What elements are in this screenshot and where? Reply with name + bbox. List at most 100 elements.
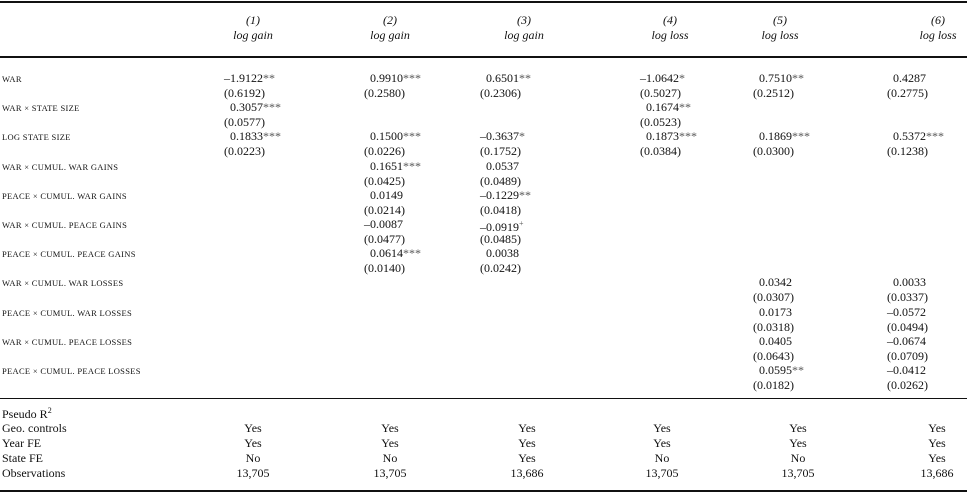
significance-stars: *** [263, 100, 281, 115]
header-rule [0, 56, 967, 58]
significance-stars: * [679, 71, 685, 85]
coefficient-value: –0.0412 [887, 363, 926, 377]
standard-error: (0.0384) [640, 144, 681, 159]
bottom-rule [0, 490, 967, 492]
significance-stars: *** [403, 71, 421, 85]
row-label: PEACE × CUMUL. PEACE GAINS [2, 249, 136, 260]
coefficient-value: 0.0614 [370, 246, 403, 261]
column-dep-var: log loss [761, 28, 799, 42]
coefficient: –0.0674 [887, 334, 926, 348]
coefficient-value: 0.5372 [893, 129, 926, 144]
stat-value: Yes [789, 421, 807, 435]
column-number: (3) [517, 13, 531, 27]
coefficient-value: –0.0919 [480, 220, 519, 234]
coefficient: 0.0595** [759, 363, 804, 377]
coefficient: 0.1651*** [370, 159, 421, 173]
coefficient-value: 0.6501 [486, 71, 519, 85]
coefficient-value: 0.1500 [370, 129, 403, 144]
coefficient: 0.0342 [759, 275, 792, 289]
coefficient-value: 0.1833 [230, 129, 263, 144]
coefficient: 0.0173 [759, 305, 792, 319]
top-rule [0, 1, 967, 3]
coefficient: –0.0572 [887, 305, 926, 319]
row-label: LOG STATE SIZE [2, 132, 71, 143]
coefficient-value: 0.1651 [370, 158, 403, 173]
standard-error: (0.2512) [753, 86, 794, 100]
coefficient-value: 0.4287 [893, 71, 926, 85]
stat-value: 13,705 [645, 466, 679, 480]
standard-error: (0.0477) [364, 232, 405, 246]
column-number: (5) [773, 13, 787, 27]
stat-value: Yes [653, 436, 671, 450]
coefficient: 0.4287 [893, 71, 926, 85]
column-number: (2) [383, 13, 397, 27]
stat-value: Yes [244, 436, 262, 450]
stat-row-label: Geo. controls [2, 421, 67, 435]
coefficient: 0.6501** [486, 71, 531, 85]
stat-row-label: Year FE [2, 436, 42, 450]
coefficient: –0.1229** [480, 188, 531, 202]
coefficient: –0.0087 [364, 217, 403, 231]
body-rule [0, 398, 967, 399]
pseudo-r2-superscript: 2 [47, 406, 52, 415]
coefficient: 0.1674** [646, 100, 691, 114]
significance-stars: *** [926, 129, 944, 144]
coefficient: 0.0149 [370, 188, 403, 202]
coefficient-value: 0.0149 [370, 187, 403, 202]
pseudo-r2-text: Pseudo R [2, 407, 48, 421]
column-number: (4) [663, 13, 677, 27]
stat-value: 13,705 [373, 466, 407, 480]
row-label: WAR × STATE SIZE [2, 103, 80, 114]
coefficient-value: 0.1869 [759, 129, 792, 144]
coefficient: 0.0033 [893, 275, 926, 289]
significance-stars: ** [792, 363, 804, 377]
column-number: (1) [246, 13, 260, 27]
coefficient: 0.0614*** [370, 246, 421, 260]
significance-stars: *** [403, 158, 421, 173]
coefficient: 0.7510** [759, 71, 804, 85]
row-label: WAR × CUMUL. WAR GAINS [2, 161, 119, 172]
coefficient-value: –1.9122 [224, 71, 263, 85]
standard-error: (0.0577) [224, 115, 265, 130]
standard-error: (0.0182) [753, 378, 794, 392]
standard-error: (0.0489) [480, 173, 521, 188]
coefficient: 0.1500*** [370, 129, 421, 143]
coefficient: 0.1833*** [230, 129, 281, 143]
coefficient: 0.5372*** [893, 129, 944, 143]
coefficient: 0.9910*** [370, 71, 421, 85]
standard-error: (0.2775) [887, 86, 928, 100]
standard-error: (0.5027) [640, 86, 681, 100]
significance-stars: ** [519, 187, 531, 202]
stat-value: Yes [928, 451, 946, 465]
row-label: WAR × CUMUL. WAR LOSSES [2, 278, 124, 289]
coefficient: 0.3057*** [230, 100, 281, 114]
standard-error: (0.0494) [887, 319, 928, 334]
standard-error: (0.0226) [364, 144, 405, 159]
stat-value: No [382, 451, 398, 465]
coefficient: –0.0919+ [480, 217, 524, 234]
significance-stars: ** [792, 71, 804, 85]
coefficient-value: 0.0038 [486, 246, 519, 261]
coefficient-value: –0.0572 [887, 304, 926, 319]
standard-error: (0.0242) [480, 261, 521, 276]
column-dep-var: log loss [651, 28, 689, 42]
stat-value: Yes [381, 436, 399, 450]
stat-value: 13,705 [781, 466, 815, 480]
stat-value: 13,705 [236, 466, 270, 480]
coefficient-value: 0.3057 [230, 100, 263, 115]
standard-error: (0.1238) [887, 144, 928, 159]
column-number: (6) [931, 13, 945, 27]
stat-value: Yes [518, 436, 536, 450]
stat-value: Yes [518, 451, 536, 465]
row-label: PEACE × CUMUL. WAR LOSSES [2, 307, 132, 318]
stat-value: No [654, 451, 670, 465]
coefficient: 0.0038 [486, 246, 519, 260]
column-dep-var: log gain [370, 28, 410, 42]
standard-error: (0.0485) [480, 232, 521, 246]
coefficient-value: –0.0674 [887, 333, 926, 348]
pseudo-r2-label: Pseudo R2 [2, 404, 52, 421]
stat-value: Yes [244, 421, 262, 435]
standard-error: (0.2306) [480, 86, 521, 100]
coefficient-value: 0.1873 [646, 129, 679, 144]
standard-error: (0.0262) [887, 378, 928, 392]
